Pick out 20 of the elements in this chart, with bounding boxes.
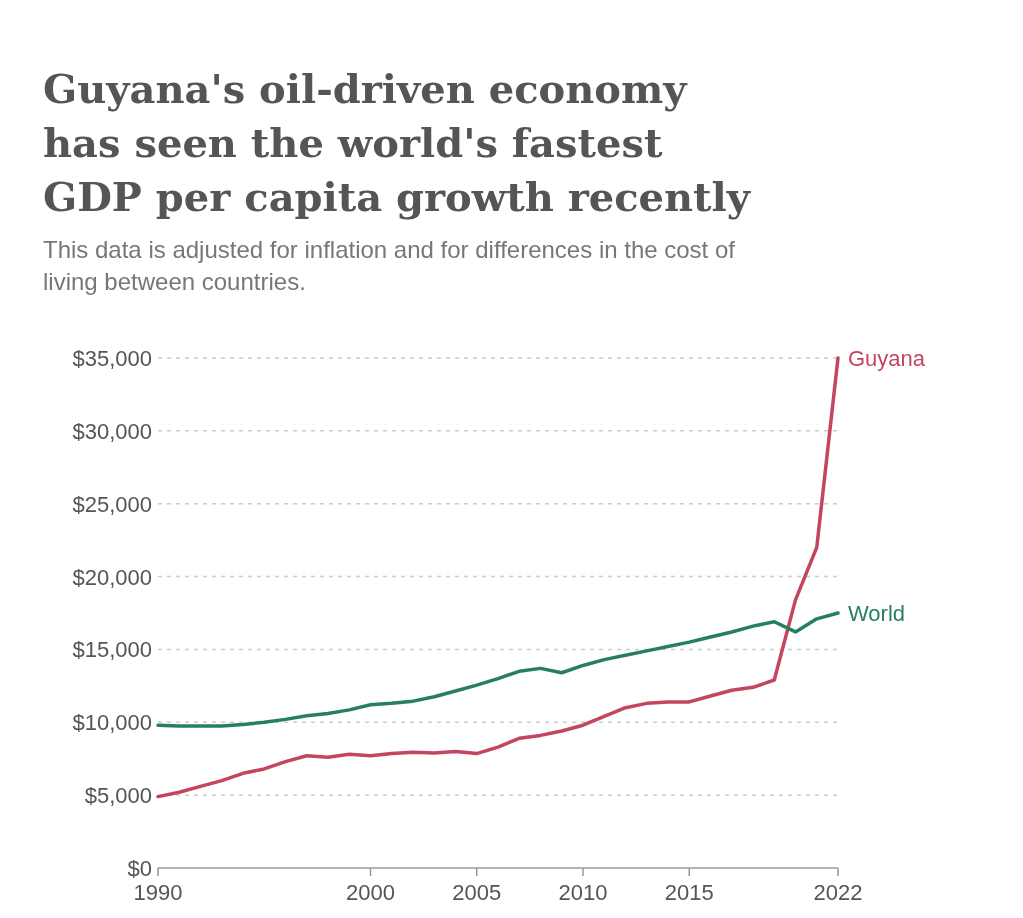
y-tick-label: $10,000 (72, 710, 152, 736)
y-tick-label: $25,000 (72, 491, 152, 517)
chart-title: Guyana's oil-driven economy has seen the world's fastest GDP per capita growth recently (43, 65, 752, 220)
x-tick-label: 2015 (664, 880, 714, 905)
y-tick-label: $30,000 (72, 418, 152, 444)
y-tick-label: $5,000 (84, 783, 152, 809)
y-tick-label: $0 (127, 856, 152, 881)
x-tick-label: 1990 (133, 880, 183, 905)
line-series (156, 611, 840, 728)
line-series (156, 356, 840, 799)
y-tick-label: $20,000 (72, 564, 152, 590)
chart-subtitle: This data is adjusted for inflation and for differences in the cost of living between countries. (43, 236, 736, 295)
x-tick-label: 2022 (813, 880, 863, 905)
x-tick-label: 2010 (558, 880, 608, 905)
x-tick-label: 2005 (452, 880, 502, 905)
y-tick-label: $35,000 (72, 346, 152, 371)
y-tick-label: $15,000 (72, 637, 152, 663)
series-label: World (848, 601, 906, 626)
series-label: Guyana (848, 346, 926, 371)
x-tick-label: 2000 (346, 880, 395, 905)
